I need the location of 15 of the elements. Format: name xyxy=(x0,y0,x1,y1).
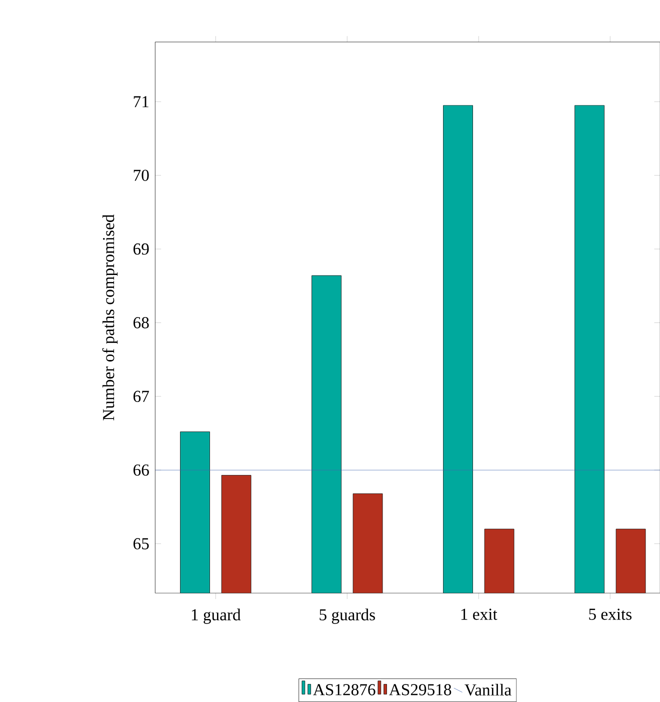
y-tick-label: 66 xyxy=(133,464,149,476)
y-tick-label: 71 xyxy=(134,96,148,108)
legend-label: AS12876 xyxy=(312,684,376,696)
legend-label: AS29518 xyxy=(388,684,451,696)
x-tick-label: 5 guards xyxy=(320,608,375,624)
y-tick-label: 68 xyxy=(133,317,149,328)
x-tick-label: 1 exit xyxy=(461,608,498,620)
y-tick-label: 69 xyxy=(133,243,149,255)
y-axis-title: Number of paths compromised xyxy=(102,214,118,420)
y-tick-label: 65 xyxy=(133,538,149,550)
x-tick-label: 1 guard xyxy=(192,608,240,624)
y-tick-label: 70 xyxy=(134,170,149,181)
legend-label: Vanilla xyxy=(464,684,512,696)
x-tick-label: 5 exits xyxy=(589,608,632,620)
y-tick-label: 67 xyxy=(133,390,149,402)
